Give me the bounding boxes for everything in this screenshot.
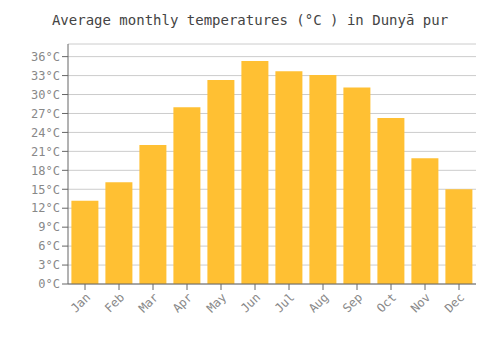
svg-text:30°C: 30°C bbox=[31, 88, 60, 102]
svg-text:Dec: Dec bbox=[442, 290, 467, 315]
svg-text:Aug: Aug bbox=[306, 290, 331, 315]
svg-text:May: May bbox=[204, 290, 229, 315]
svg-text:12°C: 12°C bbox=[31, 201, 60, 215]
svg-text:33°C: 33°C bbox=[31, 69, 60, 83]
svg-text:24°C: 24°C bbox=[31, 126, 60, 140]
svg-text:18°C: 18°C bbox=[31, 164, 60, 178]
svg-text:Jun: Jun bbox=[238, 290, 263, 315]
svg-text:Mar: Mar bbox=[136, 290, 161, 315]
svg-text:Jul: Jul bbox=[272, 290, 297, 315]
svg-text:Oct: Oct bbox=[374, 290, 399, 315]
svg-text:Sep: Sep bbox=[340, 290, 365, 315]
svg-text:Nov: Nov bbox=[408, 290, 433, 315]
svg-text:3°C: 3°C bbox=[38, 258, 60, 272]
svg-text:Jan: Jan bbox=[68, 290, 93, 315]
svg-text:15°C: 15°C bbox=[31, 183, 60, 197]
html-text:Average monthly temperatures (: Average monthly temperatures (°C ) in Du… bbox=[51, 12, 449, 28]
svg-text:9°C: 9°C bbox=[38, 220, 60, 234]
svg-text:21°C: 21°C bbox=[31, 145, 60, 159]
svg-text:0°C: 0°C bbox=[38, 277, 60, 291]
svg-text:36°C: 36°C bbox=[31, 50, 60, 64]
svg-text:Apr: Apr bbox=[170, 290, 195, 315]
svg-text:6°C: 6°C bbox=[38, 239, 60, 253]
svg-text:27°C: 27°C bbox=[31, 107, 60, 121]
svg-text:Feb: Feb bbox=[102, 290, 127, 315]
